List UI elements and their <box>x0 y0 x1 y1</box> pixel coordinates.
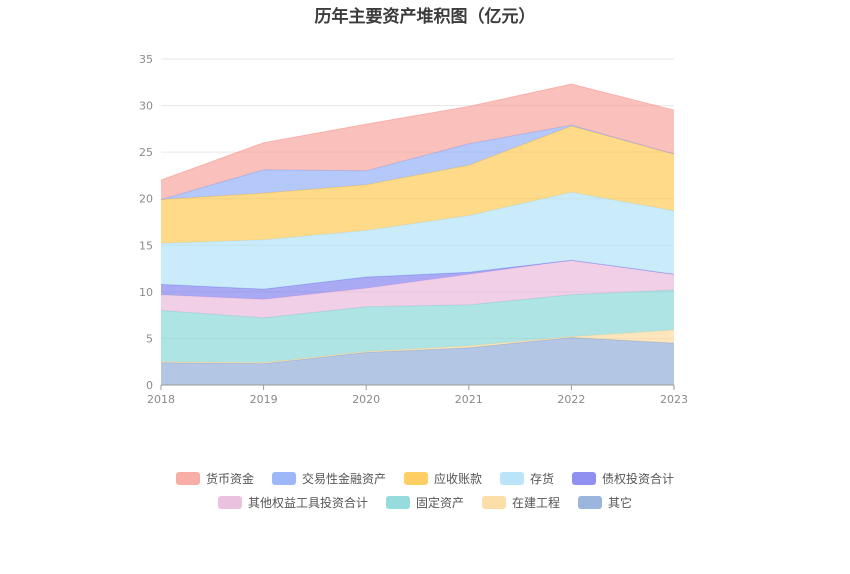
area-其它 <box>161 337 674 385</box>
area-交易性金融资产 <box>161 125 674 200</box>
area-layer <box>160 83 675 385</box>
area-其他权益工具投资合计 <box>161 260 674 318</box>
legend-label: 固定资产 <box>415 496 464 510</box>
area-应收账款 <box>161 126 674 244</box>
y-tick-label: 35 <box>139 53 153 66</box>
legend-item[interactable]: 债权投资合计 <box>572 470 674 487</box>
legend-label: 存货 <box>530 472 555 486</box>
axis-layer: 0 5 10 15 20 25 30 35 2018 2019 2020 2021 2022 2023 <box>139 53 688 406</box>
legend-swatch <box>175 472 200 485</box>
legend-row-1: 货币资金 交易性金融资产 应收账款 存货 债权投资合计 <box>0 470 850 487</box>
line-货币资金 <box>160 83 675 181</box>
legend-item[interactable]: 在建工程 <box>482 494 560 511</box>
legend-swatch <box>578 496 603 509</box>
legend-item[interactable]: 交易性金融资产 <box>271 470 386 487</box>
y-tick-label: 15 <box>139 239 153 252</box>
y-tick-label: 5 <box>146 332 153 345</box>
x-tick-label: 2020 <box>352 393 380 406</box>
legend-swatch <box>217 496 242 509</box>
x-tick-label: 2022 <box>557 393 585 406</box>
legend-item[interactable]: 其它 <box>578 494 632 511</box>
x-tick-label: 2018 <box>147 393 175 406</box>
legend-label: 在建工程 <box>512 496 561 510</box>
legend-swatch <box>482 496 506 509</box>
x-tick-label: 2019 <box>250 393 278 406</box>
legend-label: 债权投资合计 <box>602 472 675 486</box>
y-tick-label: 30 <box>139 100 153 113</box>
legend-item[interactable]: 固定资产 <box>385 494 464 511</box>
legend-item[interactable]: 存货 <box>500 470 554 487</box>
area-货币资金 <box>161 84 674 200</box>
area-固定资产 <box>161 290 674 363</box>
legend-swatch <box>385 496 410 509</box>
area-存货 <box>161 192 674 290</box>
legend-label: 其他权益工具投资合计 <box>247 496 368 510</box>
legend-item[interactable]: 其他权益工具投资合计 <box>217 494 368 511</box>
x-tick-label: 2021 <box>455 393 483 406</box>
x-tick-label: 2023 <box>660 393 688 406</box>
legend-swatch <box>500 472 524 485</box>
legend-row-2: 其他权益工具投资合计 固定资产 在建工程 其它 <box>0 494 850 511</box>
area-债权投资合计 <box>161 260 674 300</box>
legend-item[interactable]: 货币资金 <box>175 470 254 487</box>
legend-label: 交易性金融资产 <box>301 472 386 486</box>
legend-label: 应收账款 <box>433 472 482 486</box>
legend-swatch <box>271 472 296 485</box>
y-tick-label: 10 <box>139 286 153 299</box>
y-tick-label: 25 <box>139 146 153 159</box>
y-tick-label: 0 <box>146 379 153 392</box>
chart-title: 历年主要资产堆积图（亿元） <box>314 7 536 27</box>
legend-label: 货币资金 <box>205 472 254 486</box>
legend-swatch <box>572 472 597 485</box>
y-tick-label: 20 <box>139 193 153 206</box>
legend-label: 其它 <box>608 496 633 510</box>
legend-swatch <box>403 472 428 485</box>
legend-item[interactable]: 应收账款 <box>403 470 482 487</box>
